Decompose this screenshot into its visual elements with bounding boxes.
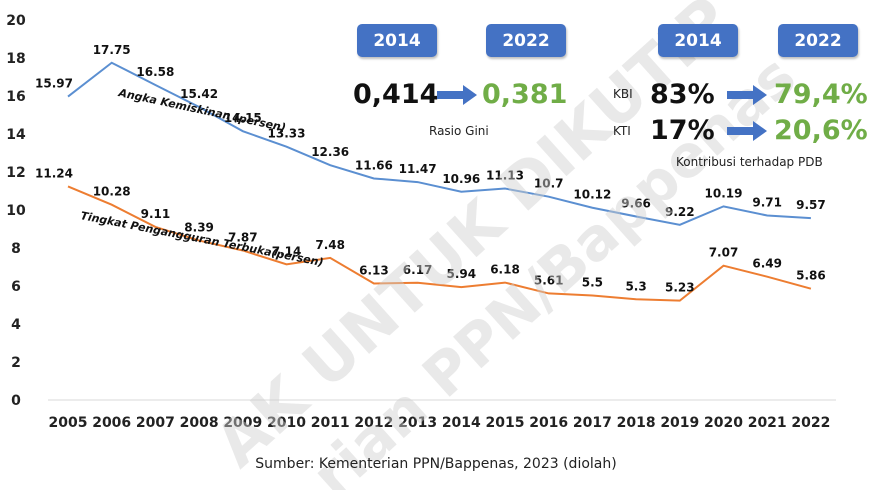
data-label: 10.7: [534, 177, 564, 191]
y-tick-label: 18: [6, 51, 25, 67]
x-tick-label: 2015: [486, 415, 525, 431]
gini-label: Rasio Gini: [429, 124, 489, 138]
pdb-year-from-badge: 2014: [658, 24, 738, 57]
y-tick-label: 14: [6, 127, 26, 143]
data-label: 15.97: [35, 77, 73, 91]
kbi-label: KBI: [613, 87, 633, 101]
data-label: 5.86: [796, 269, 826, 283]
data-label: 15.42: [180, 87, 218, 101]
data-label: 14.15: [224, 111, 262, 125]
x-tick-label: 2008: [180, 415, 219, 431]
gini-value-to: 0,381: [482, 79, 568, 110]
data-label: 6.49: [752, 257, 782, 271]
data-label: 6.13: [359, 264, 389, 278]
y-tick-label: 20: [6, 13, 26, 29]
pdb-year-to-badge: 2022: [778, 24, 858, 57]
data-label: 9.22: [665, 205, 695, 219]
data-label: 7.07: [709, 246, 739, 260]
arrow-right-icon: [437, 85, 477, 105]
pdb-caption: Kontribusi terhadap PDB: [676, 155, 823, 169]
data-label: 5.3: [625, 279, 646, 293]
data-label: 10.19: [705, 186, 743, 200]
x-tick-label: 2021: [748, 415, 787, 431]
gini-year-from-badge: 2014: [357, 24, 437, 57]
x-tick-label: 2011: [311, 415, 350, 431]
y-tick-label: 0: [11, 393, 21, 409]
x-tick-label: 2012: [354, 415, 393, 431]
y-tick-label: 16: [6, 89, 25, 105]
kbi-value-from: 83%: [650, 79, 715, 110]
gini-year-to-badge: 2022: [486, 24, 566, 57]
x-tick-label: 2009: [223, 415, 262, 431]
arrow-right-icon: [727, 121, 767, 141]
data-label: 13.33: [268, 127, 306, 141]
data-label: 11.66: [355, 158, 393, 172]
data-label: 5.23: [665, 281, 695, 295]
data-label: 9.57: [796, 198, 826, 212]
data-label: 6.18: [490, 263, 520, 277]
series-layer: 15.97 17.75 16.58 15.42 14.15 13.33 12.36 11.66…: [35, 43, 826, 302]
x-tick-label: 2020: [704, 415, 743, 431]
source-note: Sumber: Kementerian PPN/Bappenas, 2023 (…: [255, 456, 617, 472]
series-label-unemployment: Tingkat Pengangguran Terbuka(persen): [79, 209, 324, 269]
y-tick-label: 2: [11, 355, 21, 371]
x-tick-label: 2013: [398, 415, 437, 431]
x-tick-label: 2007: [136, 415, 175, 431]
data-label: 7.48: [315, 238, 345, 252]
data-label: 9.71: [752, 196, 782, 210]
kbi-value-to: 79,4%: [774, 79, 868, 110]
y-tick-label: 12: [6, 165, 25, 181]
gini-value-from: 0,414: [353, 79, 439, 110]
x-tick-label: 2019: [660, 415, 699, 431]
data-label: 9.66: [621, 196, 651, 210]
data-label: 6.17: [403, 263, 433, 277]
data-label: 11.47: [399, 162, 437, 176]
data-label: 11.13: [486, 169, 524, 183]
data-label: 11.24: [35, 166, 73, 180]
data-label: 12.36: [311, 145, 349, 159]
series-line-poverty: [67, 61, 811, 226]
data-label: 5.5: [582, 276, 603, 290]
y-tick-label: 4: [11, 317, 21, 333]
x-tick-label: 2022: [791, 415, 830, 431]
x-axis: 2005 2006 2007 2008 2009 2010 2011 2012 2013 2014…: [49, 415, 831, 431]
data-label: 10.96: [442, 172, 480, 186]
data-label: 5.94: [446, 267, 476, 281]
data-label: 16.58: [136, 65, 174, 79]
data-label: 8.39: [184, 221, 214, 235]
kti-label: KTI: [613, 124, 631, 138]
x-tick-label: 2017: [573, 415, 612, 431]
y-tick-label: 10: [6, 203, 26, 219]
series-line-unemployment: [67, 185, 812, 302]
y-tick-label: 6: [11, 279, 21, 295]
data-label: 5.61: [534, 273, 564, 287]
x-tick-label: 2016: [529, 415, 568, 431]
data-label: 10.28: [93, 185, 131, 199]
x-tick-label: 2010: [267, 415, 306, 431]
data-label: 7.87: [228, 230, 258, 244]
arrow-right-icon: [727, 85, 767, 105]
data-label: 10.12: [573, 188, 611, 202]
kti-value-from: 17%: [650, 115, 715, 146]
x-tick-label: 2005: [49, 415, 88, 431]
x-tick-label: 2018: [617, 415, 656, 431]
y-tick-label: 8: [11, 241, 21, 257]
data-label: 17.75: [93, 43, 131, 57]
data-label: 7.14: [272, 244, 302, 258]
watermark-line-1: AK UNTUK DIKUTIP: [201, 0, 744, 481]
x-tick-label: 2006: [92, 415, 131, 431]
kti-value-to: 20,6%: [774, 115, 868, 146]
x-tick-label: 2014: [442, 415, 481, 431]
y-axis: 0 2 4 6 8 10 12 14 16 18 20: [6, 13, 26, 409]
data-label: 9.11: [141, 207, 171, 221]
